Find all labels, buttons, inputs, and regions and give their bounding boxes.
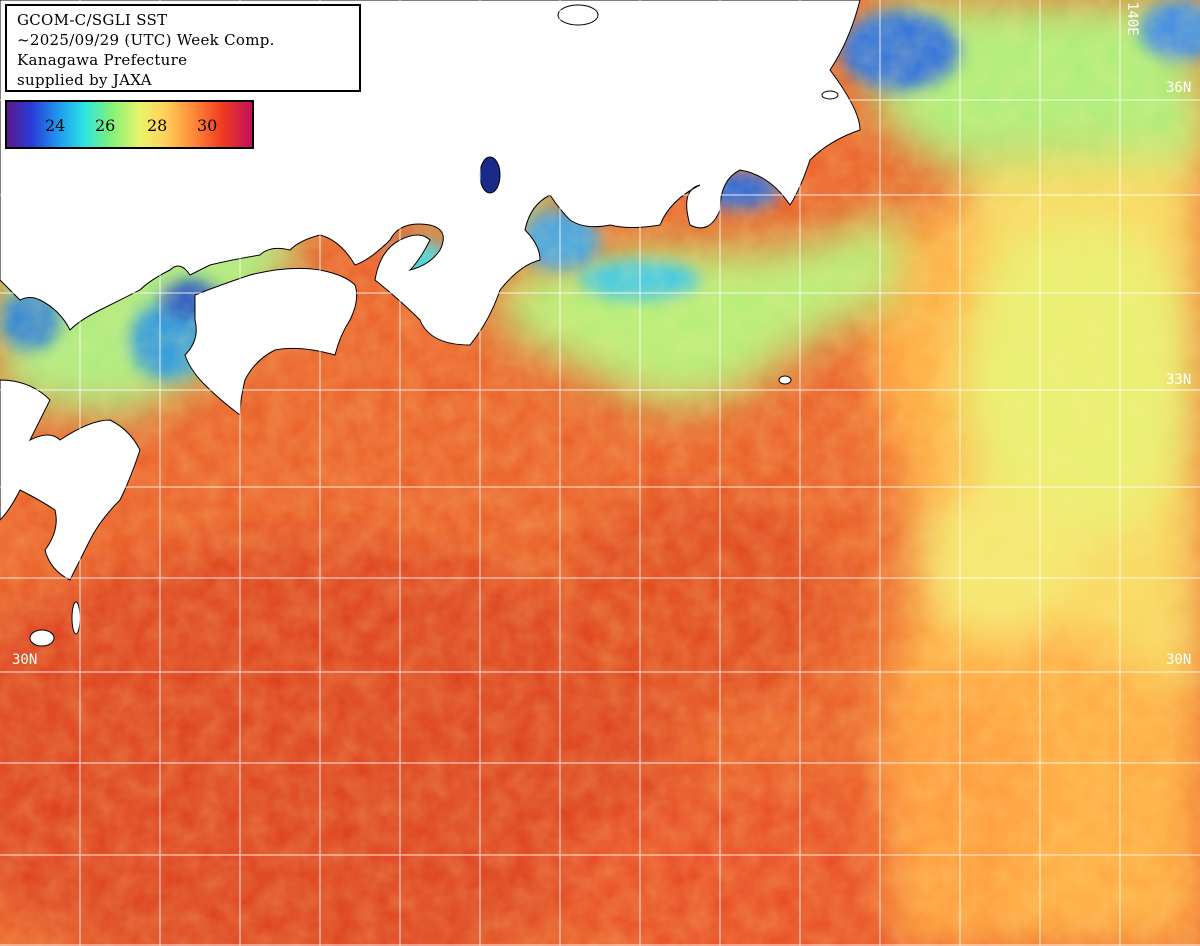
island-4 xyxy=(821,90,839,100)
lon-label-136e: 136E xyxy=(484,2,500,36)
island-6 xyxy=(557,4,599,26)
title-box: GCOM-C/SGLI SST ~2025/09/29 (UTC) Week C… xyxy=(5,4,361,92)
title-supplier: supplied by JAXA xyxy=(17,71,152,89)
lat-label-30n-right: 30N xyxy=(1166,652,1192,668)
title-sensor: GCOM-C/SGLI SST xyxy=(17,11,168,29)
legend-tick-30: 30 xyxy=(197,116,218,135)
title-date: ~2025/09/29 (UTC) Week Comp. xyxy=(17,31,275,49)
lat-label-33n-right: 33N xyxy=(1166,372,1192,388)
lat-label-36n-right: 36N xyxy=(1166,80,1192,96)
kyushu-land xyxy=(0,379,141,581)
legend-tick-26: 26 xyxy=(95,116,116,135)
island-1 xyxy=(29,629,55,647)
legend-tick-24: 24 xyxy=(45,116,66,135)
island-5 xyxy=(778,375,792,385)
sst-colorbar: 24 26 28 30 xyxy=(5,100,254,149)
lat-label-30n-left: 30N xyxy=(12,652,38,668)
lon-label-140e: 140E xyxy=(1124,2,1140,36)
shikoku-land xyxy=(184,267,358,416)
title-provider: Kanagawa Prefecture xyxy=(17,51,188,69)
legend-tick-28: 28 xyxy=(147,116,168,135)
